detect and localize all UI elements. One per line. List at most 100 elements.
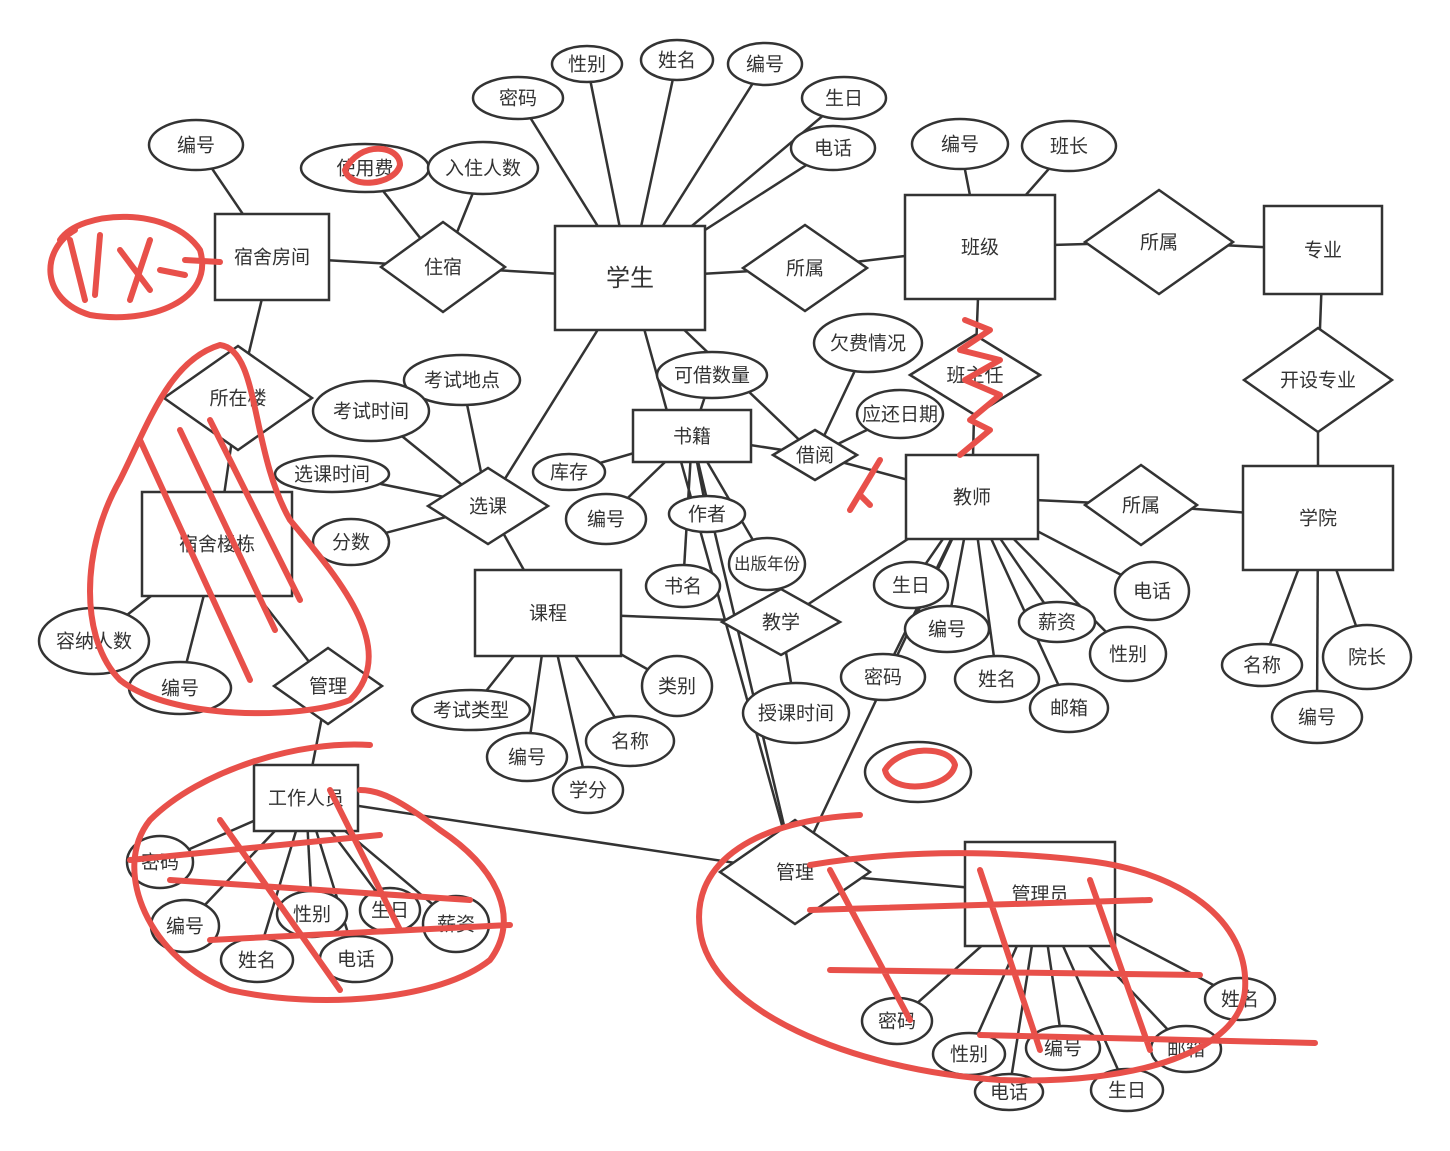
entity-label: 班级	[961, 237, 999, 259]
attribute-label: 电话	[337, 949, 375, 971]
attribute-label: 性别	[950, 1044, 988, 1066]
relationship-label: 所在楼	[209, 388, 266, 410]
attribute-label: 密码	[864, 667, 902, 689]
attribute-label: 编号	[928, 619, 966, 641]
relationship-label: 所属	[786, 258, 824, 280]
attribute	[639, 38, 715, 82]
relationship-label: 住宿	[424, 257, 462, 279]
attribute-label: 编号	[177, 135, 215, 157]
entity-label: 管理员	[1011, 884, 1068, 906]
relationship	[1241, 326, 1395, 434]
attribute-label: 密码	[878, 1011, 916, 1033]
relationship-label: 借阅	[796, 445, 834, 467]
attribute-label: 密码	[141, 852, 179, 874]
attribute-label: 班长	[1050, 136, 1088, 158]
attribute-label: 性别	[1109, 644, 1147, 666]
attribute-label: 姓名	[238, 950, 276, 972]
attribute-label: 编号	[1044, 1038, 1082, 1060]
attribute-label: 使用费	[336, 158, 393, 180]
entity-label: 工作人员	[268, 788, 344, 810]
entity	[1241, 464, 1395, 572]
entity-label: 宿舍楼栋	[179, 534, 255, 556]
attribute-label: 姓名	[978, 669, 1016, 691]
attribute-label: 授课时间	[758, 703, 834, 725]
attribute-label: 考试时间	[333, 401, 409, 423]
attribute-label: 可借数量	[674, 365, 750, 387]
entity-label: 学生	[606, 264, 654, 292]
attribute-label: 编号	[746, 54, 784, 76]
attribute	[863, 740, 973, 804]
attribute-label: 欠费情况	[830, 333, 906, 355]
attribute	[1020, 119, 1118, 173]
relationship-label: 教学	[762, 612, 800, 634]
attribute-label: 生日	[892, 575, 930, 597]
attribute	[1270, 689, 1364, 745]
attribute-label: 出版年份	[734, 555, 801, 574]
relationship-label: 开设专业	[1280, 370, 1356, 392]
attribute-label: 编号	[587, 509, 625, 531]
entity	[1262, 204, 1384, 296]
entity-label: 学院	[1299, 508, 1337, 530]
attribute-label: 编号	[1298, 707, 1336, 729]
attribute-label: 分数	[332, 532, 370, 554]
relationship-label: 选课	[469, 496, 507, 518]
attribute-label: 院长	[1348, 647, 1386, 669]
relationship-label: 所属	[1122, 495, 1160, 517]
attribute	[1028, 682, 1110, 734]
attribute	[800, 75, 888, 121]
relationship-label: 所属	[1140, 232, 1178, 254]
relationship-label: 管理	[776, 862, 814, 884]
attribute	[471, 75, 565, 121]
attribute-label: 电话	[990, 1082, 1028, 1104]
relationship-label: 班主任	[946, 365, 1003, 387]
entity-label: 课程	[529, 603, 567, 625]
attribute-label: 作者	[688, 504, 726, 526]
attribute-label: 名称	[1243, 655, 1281, 677]
attribute-label: 类别	[658, 676, 696, 698]
attribute-label: 容纳人数	[56, 631, 132, 653]
attribute-label: 邮箱	[1050, 698, 1088, 720]
attribute	[1088, 625, 1168, 683]
attribute-label: 薪资	[1038, 612, 1076, 634]
attribute-label: 薪资	[437, 914, 475, 936]
attribute-label: 名称	[611, 731, 649, 753]
attribute-label: 邮箱	[1167, 1039, 1205, 1061]
attribute-label: 学分	[569, 780, 607, 802]
attribute-label: 编号	[508, 747, 546, 769]
attribute-label: 电话	[1133, 581, 1171, 603]
relationship-label: 管理	[309, 676, 347, 698]
entity-label: 书籍	[673, 426, 711, 448]
attribute-label: 库存	[550, 462, 588, 484]
entity-label: 宿舍房间	[234, 247, 310, 269]
attribute-label: 入住人数	[445, 158, 521, 180]
attribute-label: 书名	[664, 576, 702, 598]
attribute	[1113, 560, 1191, 622]
entity-label: 教师	[953, 487, 991, 509]
attribute-label: 编号	[941, 134, 979, 156]
attribute	[726, 41, 804, 87]
attribute-label: 姓名	[658, 50, 696, 72]
relationship	[1082, 463, 1200, 547]
attribute	[1220, 642, 1304, 688]
attribute	[1321, 623, 1413, 691]
attribute-label: 密码	[499, 88, 537, 110]
attribute-label: 姓名	[1221, 989, 1259, 1011]
attribute-label: 生日	[1108, 1080, 1146, 1102]
relationship	[1082, 188, 1236, 296]
attribute-label: 生日	[825, 88, 863, 110]
attribute-label: 性别	[293, 904, 331, 926]
attribute-label: 编号	[166, 916, 204, 938]
attribute-label: 考试类型	[433, 700, 509, 722]
attribute	[147, 118, 245, 172]
attribute-label: 性别	[568, 54, 606, 76]
attribute-label: 选课时间	[294, 464, 370, 486]
attribute-label: 电话	[814, 138, 852, 160]
attribute-label: 考试地点	[424, 370, 500, 392]
attribute-label: 应还日期	[862, 404, 938, 426]
entity	[213, 212, 331, 302]
entity-label: 专业	[1304, 240, 1342, 262]
attribute-label: 编号	[161, 678, 199, 700]
attribute	[550, 44, 624, 84]
